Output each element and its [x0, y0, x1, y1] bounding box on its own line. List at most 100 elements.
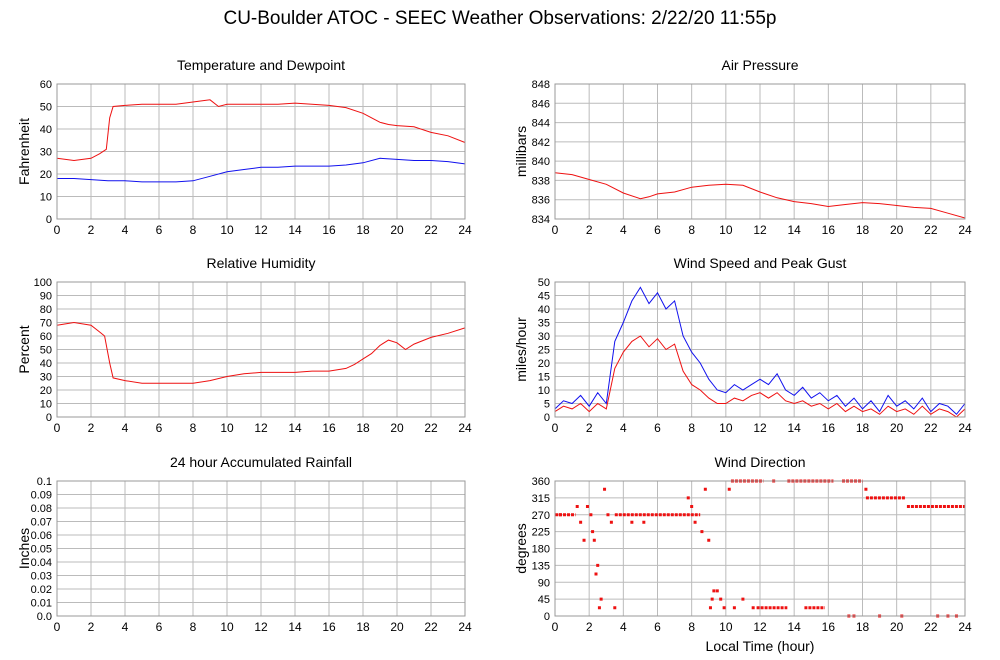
direction-point [582, 538, 586, 542]
direction-point [686, 496, 690, 500]
wind-y-tick-label: 25 [538, 345, 550, 357]
wind-x-tick-label: 20 [890, 421, 904, 435]
rain-y-tick-label: 0.0 [37, 611, 52, 623]
rain-y-tick-label: 0.06 [31, 530, 52, 542]
pressure-x-tick-label: 10 [719, 223, 733, 237]
direction-x-tick-label: 4 [620, 620, 627, 634]
direction-point [558, 513, 562, 517]
humidity-y-tick-label: 100 [34, 277, 52, 289]
temp-chart: 0 2 4 6 8 10 12 14 16 18 20 22 240102030405060Temper… [16, 57, 472, 237]
direction-x-tick-label: 14 [787, 620, 801, 634]
humidity-y-axis-label: Percent [16, 325, 32, 373]
direction-chart: 0 2 4 6 8 10 12 14 16 18 20 22 240459013518022527031… [513, 454, 972, 654]
wind-x-tick-label: 6 [654, 421, 661, 435]
direction-y-tick-label: 180 [532, 544, 550, 556]
rain-y-tick-label: 0.1 [37, 476, 52, 488]
wind-title: Wind Speed and Peak Gust [674, 255, 847, 271]
direction-point [712, 589, 716, 593]
direction-point [609, 520, 613, 524]
humidity-frame [56, 281, 466, 418]
wind-y-tick-label: 50 [538, 277, 550, 289]
direction-x-tick-label: 24 [958, 620, 972, 634]
temp-y-axis-label: Fahrenheit [16, 118, 32, 185]
direction-x-tick-label: 16 [822, 620, 836, 634]
temp-x-tick-label: 14 [288, 223, 302, 237]
direction-y-tick-label: 0 [544, 611, 550, 623]
direction-y-tick-label: 90 [538, 577, 550, 589]
humidity-x-tick-label: 2 [88, 421, 95, 435]
pressure-y-tick-label: 836 [532, 195, 550, 207]
pressure-x-tick-label: 24 [958, 223, 972, 237]
direction-x-tick-label: 22 [924, 620, 938, 634]
direction-y-axis-label: degrees [513, 523, 529, 574]
direction-point [603, 487, 607, 491]
pressure-x-tick-label: 18 [856, 223, 870, 237]
pressure-x-tick-label: 0 [552, 223, 559, 237]
temp-frame [56, 83, 466, 220]
humidity-chart: 0 2 4 6 8 10 12 14 16 18 20 22 240102030405060708090… [16, 255, 472, 435]
direction-title: Wind Direction [714, 454, 805, 470]
humidity-y-tick-label: 60 [40, 331, 52, 343]
humidity-x-tick-label: 0 [54, 421, 61, 435]
temp-x-tick-label: 20 [390, 223, 404, 237]
direction-point [690, 505, 694, 508]
wind-y-tick-label: 30 [538, 331, 550, 343]
direction-point [732, 606, 736, 610]
temp-x-tick-label: 8 [190, 223, 197, 237]
pressure-x-tick-label: 4 [620, 223, 627, 237]
pressure-y-tick-label: 848 [532, 79, 550, 91]
temp-x-tick-label: 18 [356, 223, 370, 237]
rain-title: 24 hour Accumulated Rainfall [170, 454, 352, 470]
pressure-y-tick-label: 840 [532, 156, 550, 168]
humidity-series-red-line [56, 321, 466, 384]
rain-y-tick-label: 0.02 [31, 584, 52, 596]
humidity-y-tick-label: 50 [40, 345, 52, 357]
pressure-series-red-line [554, 172, 966, 219]
humidity-y-tick-label: 30 [40, 372, 52, 384]
direction-point [585, 505, 589, 508]
rain-y-axis-label: Inches [16, 528, 32, 569]
temp-y-tick-label: 30 [40, 147, 52, 159]
direction-point [589, 513, 593, 517]
humidity-x-tick-label: 12 [254, 421, 268, 435]
rain-chart: 0 2 4 6 8 10 12 14 16 18 20 22 240.00.010.020.030.04… [16, 454, 472, 634]
wind-x-tick-label: 18 [856, 421, 870, 435]
pressure-y-axis-label: millibars [513, 126, 529, 177]
page-title: CU-Boulder ATOC - SEEC Weather Observati… [223, 8, 777, 29]
rain-x-tick-label: 20 [390, 620, 404, 634]
temp-x-tick-label: 16 [322, 223, 336, 237]
direction-point [579, 520, 583, 524]
humidity-x-tick-label: 14 [288, 421, 302, 435]
humidity-y-tick-label: 70 [40, 318, 52, 330]
humidity-x-tick-label: 6 [156, 421, 163, 435]
direction-point [606, 513, 610, 517]
wind-y-tick-label: 35 [538, 318, 550, 330]
pressure-y-tick-label: 834 [532, 214, 550, 226]
temp-x-tick-label: 0 [54, 223, 61, 237]
temp-x-tick-label: 24 [458, 223, 472, 237]
rain-frame [56, 480, 466, 617]
rain-x-tick-label: 16 [322, 620, 336, 634]
temp-x-tick-label: 4 [122, 223, 129, 237]
pressure-x-tick-label: 20 [890, 223, 904, 237]
wind-y-tick-label: 20 [538, 358, 550, 370]
humidity-x-tick-label: 18 [356, 421, 370, 435]
direction-point [751, 606, 755, 610]
humidity-x-tick-label: 20 [390, 421, 404, 435]
wind-y-tick-label: 40 [538, 304, 550, 316]
rain-x-tick-label: 22 [424, 620, 438, 634]
pressure-x-tick-label: 2 [586, 223, 593, 237]
humidity-x-tick-label: 8 [190, 421, 197, 435]
direction-point [710, 597, 714, 601]
direction-x-tick-label: 2 [586, 620, 593, 634]
direction-frame [554, 480, 966, 617]
direction-point [630, 520, 634, 524]
pressure-x-tick-label: 16 [822, 223, 836, 237]
wind-y-tick-label: 5 [544, 399, 550, 411]
wind-x-tick-label: 8 [688, 421, 695, 435]
direction-y-tick-label: 270 [532, 510, 550, 522]
pressure-x-tick-label: 14 [787, 223, 801, 237]
wind-x-tick-label: 12 [753, 421, 767, 435]
